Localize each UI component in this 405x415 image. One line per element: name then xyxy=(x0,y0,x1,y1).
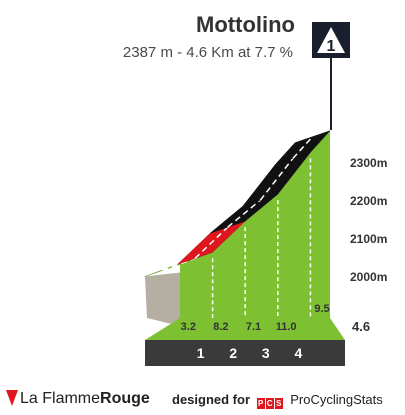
category-badge: 1 xyxy=(312,22,350,130)
climb-stats: 2387 m - 4.6 Km at 7.7 % xyxy=(122,44,293,61)
km-marker: 4 xyxy=(295,345,303,361)
gradient-label: 8.2 xyxy=(213,321,228,333)
y-tick-label: 2300m xyxy=(350,156,387,170)
y-tick-label: 2200m xyxy=(350,194,387,208)
road-centerline xyxy=(292,136,314,159)
badge-category: 1 xyxy=(327,38,336,55)
km-marker: 3 xyxy=(262,345,270,361)
badge-triangle-icon xyxy=(317,27,345,53)
y-tick-label: 2100m xyxy=(350,232,387,246)
partner-name: ProCyclingStats xyxy=(290,392,383,407)
base-top xyxy=(145,318,345,340)
gradient-label: 11.0 xyxy=(276,321,297,333)
road-centerline xyxy=(227,199,261,228)
brand-prefix: La Flamme xyxy=(20,390,101,407)
brand-suffix: Rouge xyxy=(100,390,150,407)
km-marker: 1 xyxy=(197,345,205,361)
road-centerline xyxy=(194,226,229,259)
road-centerline xyxy=(259,157,294,201)
y-tick-label: 2000m xyxy=(350,270,387,284)
base-bar xyxy=(145,340,345,366)
total-distance-label: 4.6 xyxy=(352,319,370,334)
gradient-label: 3.2 xyxy=(181,321,196,333)
profile-face xyxy=(180,130,330,318)
climb-title: Mottolino xyxy=(196,12,295,37)
elevation-profile-chart: 2000m 2100m 2200m 2300m 3.2 8.2 7.1 11.0 9.5 1 2 3 4… xyxy=(144,22,387,366)
gradient-label: 9.5 xyxy=(314,303,329,315)
lfr-brand: La FlammeRouge xyxy=(6,390,150,408)
rock-wall xyxy=(145,272,180,326)
designed-for-label: designed for xyxy=(172,392,251,407)
km-marker: 2 xyxy=(229,345,237,361)
road-centerline xyxy=(162,257,196,272)
gradient-label: 7.1 xyxy=(246,321,261,333)
flag-icon xyxy=(6,390,18,406)
